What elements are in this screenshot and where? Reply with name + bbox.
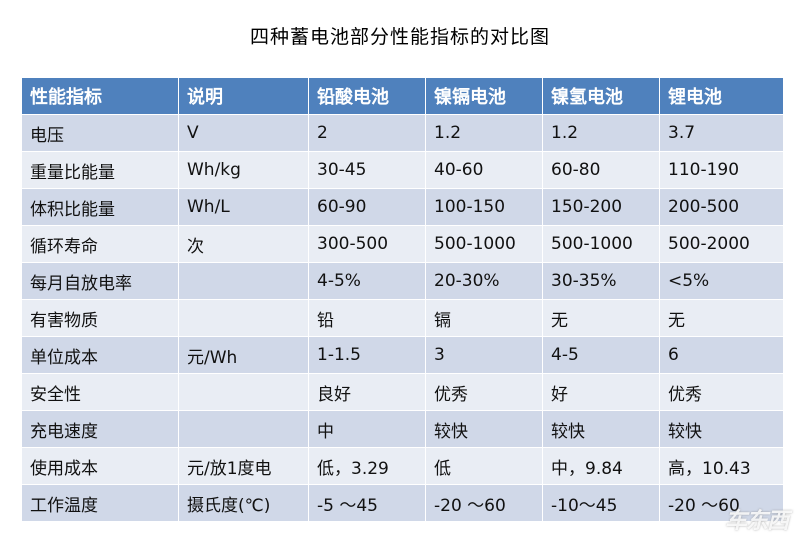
table-cell: 较快 [425, 410, 543, 448]
table-cell: 500-1000 [425, 225, 543, 263]
table-cell: 60-80 [542, 151, 660, 189]
table-cell: <5% [659, 262, 784, 300]
table-cell: 重量比能量 [21, 151, 179, 189]
table-cell: V [178, 114, 309, 152]
table-cell: 优秀 [425, 373, 543, 411]
table-cell: 元/放1度电 [178, 447, 309, 485]
table-cell: 中 [308, 410, 426, 448]
table-cell: 每月自放电率 [21, 262, 179, 300]
table-cell: 3 [425, 336, 543, 374]
table-cell [178, 262, 309, 300]
table-cell: Wh/L [178, 188, 309, 226]
table-cell: 1.2 [542, 114, 660, 152]
table-cell: 100-150 [425, 188, 543, 226]
table-cell: 充电速度 [21, 410, 179, 448]
table-row: 有害物质 铅 镉 无 无 [21, 299, 784, 337]
table-cell: 优秀 [659, 373, 784, 411]
table-cell: 电压 [21, 114, 179, 152]
table-cell [178, 373, 309, 411]
table-cell: 200-500 [659, 188, 784, 226]
table-row: 每月自放电率 4-5% 20-30% 30-35% <5% [21, 262, 784, 300]
table-row: 安全性 良好 优秀 好 优秀 [21, 373, 784, 411]
table-cell: 4-5 [542, 336, 660, 374]
header-cell: 性能指标 [21, 77, 179, 115]
table-cell: 低 [425, 447, 543, 485]
table-cell: 6 [659, 336, 784, 374]
table-cell: 安全性 [21, 373, 179, 411]
table-cell: 较快 [659, 410, 784, 448]
table-row: 电压 V 2 1.2 1.2 3.7 [21, 114, 784, 152]
header-cell: 锂电池 [659, 77, 784, 115]
table-cell: Wh/kg [178, 151, 309, 189]
table-cell: 500-1000 [542, 225, 660, 263]
table-cell: 低，3.29 [308, 447, 426, 485]
table-row: 单位成本 元/Wh 1-1.5 3 4-5 6 [21, 336, 784, 374]
header-cell: 镍镉电池 [425, 77, 543, 115]
table-cell: 60-90 [308, 188, 426, 226]
table-cell: 3.7 [659, 114, 784, 152]
table-cell: 30-35% [542, 262, 660, 300]
table-cell: 好 [542, 373, 660, 411]
table-cell: 300-500 [308, 225, 426, 263]
table-row: 充电速度 中 较快 较快 较快 [21, 410, 784, 448]
table-cell: -10～45 [542, 484, 660, 522]
table-cell: 30-45 [308, 151, 426, 189]
table-cell: 镉 [425, 299, 543, 337]
table-row: 重量比能量 Wh/kg 30-45 40-60 60-80 110-190 [21, 151, 784, 189]
table-cell: 2 [308, 114, 426, 152]
table-cell: 1.2 [425, 114, 543, 152]
table-cell: -20 ～60 [425, 484, 543, 522]
table-header-row: 性能指标 说明 铅酸电池 镍镉电池 镍氢电池 锂电池 [21, 77, 784, 115]
table-row: 循环寿命 次 300-500 500-1000 500-1000 500-200… [21, 225, 784, 263]
table-cell: 40-60 [425, 151, 543, 189]
watermark-logo: 车东西 [724, 509, 789, 534]
table-cell: -20 ～60 [659, 484, 784, 522]
table-cell: 次 [178, 225, 309, 263]
table-cell: 110-190 [659, 151, 784, 189]
table-cell: 中，9.84 [542, 447, 660, 485]
table-cell: 循环寿命 [21, 225, 179, 263]
table-row: 工作温度 摄氏度(℃) -5 ～45 -20 ～60 -10～45 -20 ～6… [21, 484, 784, 522]
table-cell: 无 [659, 299, 784, 337]
table-cell: 较快 [542, 410, 660, 448]
table-cell: 高，10.43 [659, 447, 784, 485]
table-cell: 工作温度 [21, 484, 179, 522]
battery-comparison-table: 性能指标 说明 铅酸电池 镍镉电池 镍氢电池 锂电池 电压 V 2 1.2 1.… [21, 77, 784, 522]
table-row: 体积比能量 Wh/L 60-90 100-150 150-200 200-500 [21, 188, 784, 226]
table-cell [178, 299, 309, 337]
header-cell: 铅酸电池 [308, 77, 426, 115]
table-cell: 良好 [308, 373, 426, 411]
header-cell: 镍氢电池 [542, 77, 660, 115]
header-cell: 说明 [178, 77, 309, 115]
table-cell [178, 410, 309, 448]
table-cell: 无 [542, 299, 660, 337]
table-cell: 150-200 [542, 188, 660, 226]
document-title: 四种蓄电池部分性能指标的对比图 [249, 26, 550, 48]
table-cell: 元/Wh [178, 336, 309, 374]
table-cell: 使用成本 [21, 447, 179, 485]
table-cell: 摄氏度(℃) [178, 484, 309, 522]
table-cell: 1-1.5 [308, 336, 426, 374]
table-cell: 4-5% [308, 262, 426, 300]
table-cell: 500-2000 [659, 225, 784, 263]
table-cell: 铅 [308, 299, 426, 337]
table-cell: 20-30% [425, 262, 543, 300]
table-cell: -5 ～45 [308, 484, 426, 522]
table-cell: 有害物质 [21, 299, 179, 337]
table-row: 使用成本 元/放1度电 低，3.29 低 中，9.84 高，10.43 [21, 447, 784, 485]
table-cell: 单位成本 [21, 336, 179, 374]
table-cell: 体积比能量 [21, 188, 179, 226]
